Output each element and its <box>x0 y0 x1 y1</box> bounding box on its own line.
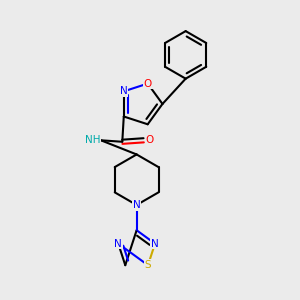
Text: NH: NH <box>85 135 100 145</box>
Text: S: S <box>145 260 151 270</box>
Text: O: O <box>144 79 152 88</box>
Text: N: N <box>151 238 159 249</box>
Text: N: N <box>120 86 127 96</box>
Text: N: N <box>114 238 122 249</box>
Text: O: O <box>146 135 154 145</box>
Text: N: N <box>133 200 140 210</box>
